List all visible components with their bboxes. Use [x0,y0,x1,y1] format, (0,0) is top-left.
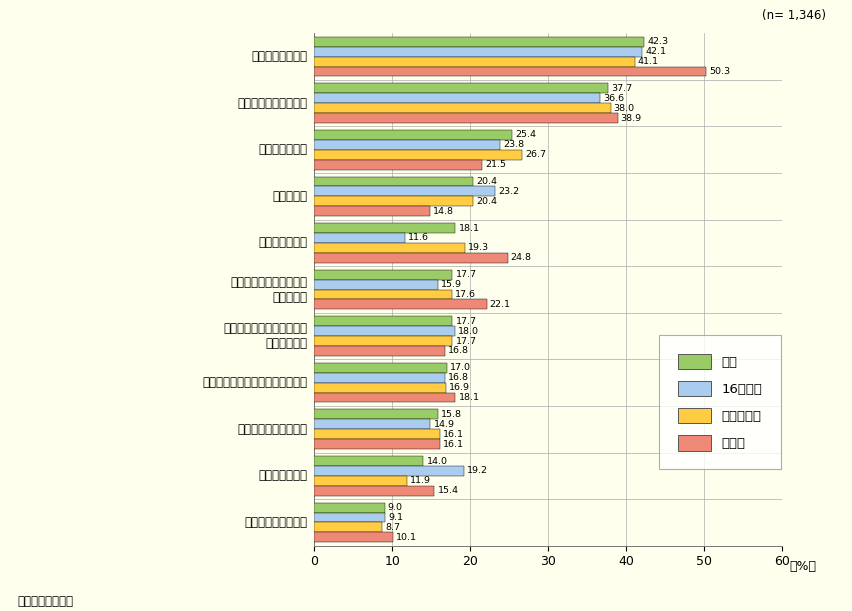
Text: 14.9: 14.9 [434,420,455,429]
Bar [314,503,384,513]
Text: 16.8: 16.8 [448,346,469,356]
Text: 14.8: 14.8 [433,207,454,216]
Text: 15.4: 15.4 [438,486,458,495]
Bar [314,382,446,393]
Text: 11.9: 11.9 [410,477,431,485]
Text: 37.7: 37.7 [611,84,632,93]
Bar [314,113,618,123]
Text: 25.4: 25.4 [515,130,537,139]
Text: 10.1: 10.1 [396,533,417,542]
Text: 17.6: 17.6 [455,290,475,299]
Text: 18.1: 18.1 [458,224,480,233]
Text: 資料）国土交通省: 資料）国土交通省 [17,595,73,608]
Text: 23.8: 23.8 [503,141,524,149]
Bar [314,84,608,93]
Text: 20.4: 20.4 [476,177,498,186]
Text: 21.5: 21.5 [485,160,506,169]
Text: （%）: （%） [790,560,817,573]
Text: 16.9: 16.9 [449,383,470,392]
Text: 16.8: 16.8 [448,373,469,382]
Text: 26.7: 26.7 [526,150,547,159]
Bar [314,177,474,186]
Text: 22.1: 22.1 [490,300,510,309]
Bar [314,253,508,263]
Text: 42.1: 42.1 [646,47,666,56]
Text: (n= 1,346): (n= 1,346) [763,9,826,22]
Bar [314,373,446,382]
Bar [314,196,474,207]
Text: 18.1: 18.1 [458,393,480,402]
Text: 50.3: 50.3 [710,67,731,76]
Bar [314,393,456,403]
Bar [314,223,456,233]
Bar [314,522,383,532]
Text: 38.9: 38.9 [620,114,642,123]
Bar [314,93,600,103]
Text: 9.0: 9.0 [388,503,403,512]
Text: 19.3: 19.3 [468,243,489,252]
Bar [314,269,452,280]
Bar [314,476,407,486]
Legend: 総数, 16大都市, その他の市, 町・村: 総数, 16大都市, その他の市, 町・村 [665,341,775,464]
Bar [314,486,435,496]
Text: 11.6: 11.6 [408,233,429,243]
Text: 24.8: 24.8 [510,254,532,262]
Text: 16.1: 16.1 [443,440,464,448]
Bar [314,150,522,159]
Bar [314,140,500,150]
Bar [314,37,644,46]
Text: 17.7: 17.7 [456,270,476,279]
Text: 17.7: 17.7 [456,337,476,346]
Bar [314,280,438,290]
Bar [314,336,452,346]
Text: 8.7: 8.7 [385,523,400,532]
Bar [314,316,452,326]
Bar [314,233,405,243]
Text: 36.6: 36.6 [602,93,624,103]
Bar [314,103,611,113]
Text: 15.9: 15.9 [441,280,463,289]
Bar [314,346,446,356]
Text: 9.1: 9.1 [389,513,403,522]
Bar [314,186,495,196]
Bar [314,430,440,439]
Bar [314,456,423,466]
Text: 18.0: 18.0 [458,327,479,335]
Text: 19.2: 19.2 [467,466,488,475]
Bar [314,299,486,309]
Bar [314,57,635,67]
Bar [314,67,706,76]
Bar [314,159,482,170]
Text: 16.1: 16.1 [443,430,464,439]
Text: 15.8: 15.8 [440,410,462,419]
Bar [314,326,455,336]
Bar [314,130,512,140]
Bar [314,363,446,373]
Text: 42.3: 42.3 [648,37,668,46]
Text: 14.0: 14.0 [427,456,447,466]
Bar [314,532,393,542]
Bar [314,207,429,216]
Bar [314,439,440,449]
Bar [314,290,452,299]
Bar [314,466,464,476]
Text: 38.0: 38.0 [613,104,635,112]
Text: 20.4: 20.4 [476,197,498,206]
Bar [314,409,438,419]
Bar [314,513,385,522]
Bar [314,243,465,253]
Bar [314,46,642,57]
Text: 17.0: 17.0 [450,364,471,372]
Text: 23.2: 23.2 [498,187,520,196]
Text: 41.1: 41.1 [638,57,659,66]
Bar [314,419,430,430]
Text: 17.7: 17.7 [456,316,476,326]
